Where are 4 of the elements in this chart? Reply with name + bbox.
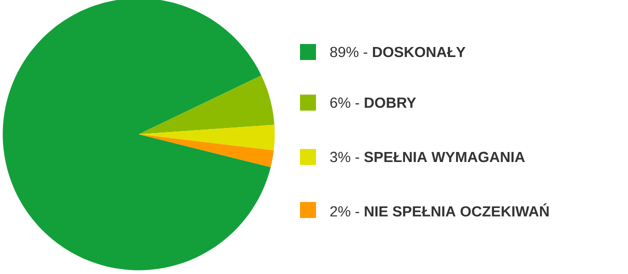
legend-label: 6% - DOBRY (330, 97, 416, 108)
legend-label: 2% - NIE SPEŁNIA OCZEKIWAŃ (330, 203, 549, 217)
legend-label: 3% - SPEŁNIA WYMAGANIA (330, 152, 525, 162)
legend-label: 89% - DOSKONAŁY (330, 46, 466, 58)
